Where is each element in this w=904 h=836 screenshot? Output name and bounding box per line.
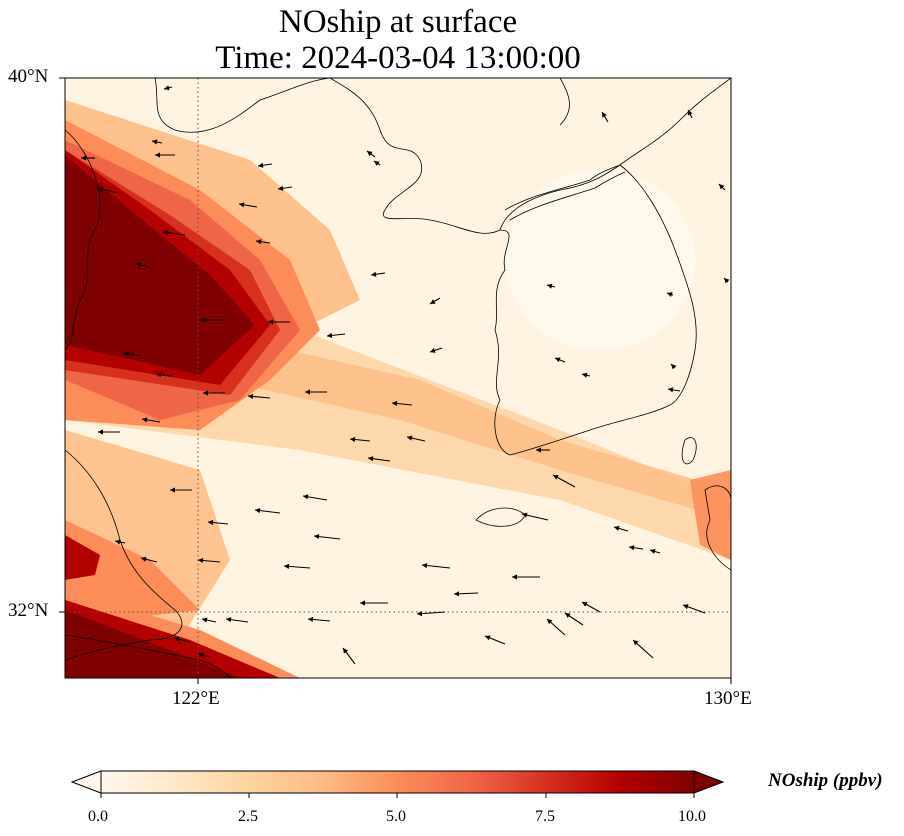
wind-arrow-head <box>314 533 320 540</box>
wind-arrow-head <box>367 151 373 157</box>
wind-arrow-head <box>602 112 607 118</box>
concentration-field <box>65 78 731 678</box>
wind-arrow-head <box>239 202 245 208</box>
map-frame <box>64 77 732 679</box>
wind-arrow-head <box>360 600 365 606</box>
wind-arrow-head <box>258 162 264 168</box>
wind-arrow-head <box>124 351 130 357</box>
wind-arrow-head <box>687 110 693 116</box>
coastlines <box>65 78 731 678</box>
wind-arrow-head <box>667 292 673 298</box>
wind-arrow-head <box>614 525 620 531</box>
wind-arrow-head <box>248 393 254 400</box>
wind-arrow-head <box>303 494 309 500</box>
wind-arrow-head <box>152 139 158 145</box>
colorbar-tick-0: 0.0 <box>88 808 108 825</box>
wind-arrow-head <box>81 155 86 161</box>
wind-arrow-head <box>142 417 148 423</box>
wind-arrow-head <box>350 436 356 443</box>
wind-arrow-head <box>407 435 413 441</box>
wind-arrow-head <box>327 332 333 339</box>
wind-arrow-head <box>668 387 674 393</box>
wind-arrow-head <box>200 317 205 323</box>
wind-arrow-head <box>255 508 261 514</box>
wind-arrow-head <box>374 161 380 166</box>
wind-arrow-head <box>565 613 571 618</box>
wind-arrow-head <box>226 617 232 623</box>
wind-arrow-head <box>650 548 656 554</box>
wind-vectors <box>81 85 730 665</box>
wind-arrow-head <box>278 185 284 191</box>
lon-label-122e: 122°E <box>172 688 220 709</box>
wind-arrow-head <box>156 372 162 378</box>
wind-arrow-head <box>392 400 398 407</box>
wind-arrow-head <box>305 389 310 395</box>
wind-arrow-head <box>417 611 423 617</box>
wind-arrow-head <box>155 152 160 158</box>
wind-arrow-head <box>724 278 730 284</box>
wind-arrow-head <box>343 648 349 654</box>
wind-arrow-head <box>164 85 170 91</box>
wind-arrow-head <box>202 617 208 623</box>
wind-arrow-head <box>536 447 541 453</box>
wind-arrow-head <box>203 390 208 396</box>
wind-arrow-head <box>268 319 273 325</box>
lat-label-40n: 40°N <box>8 66 49 87</box>
wind-arrow-head <box>208 519 214 526</box>
wind-arrow-head <box>368 456 374 462</box>
colorbar-tick-7-5: 7.5 <box>535 808 555 825</box>
wind-arrow-head <box>170 487 175 493</box>
colorbar-tick-2-5: 2.5 <box>238 808 258 825</box>
wind-arrow-head <box>98 186 104 192</box>
colorbar <box>70 770 725 798</box>
wind-arrow-head <box>422 562 428 569</box>
wind-arrow-head <box>115 539 121 545</box>
wind-arrow-head <box>512 574 517 580</box>
wind-arrow-head <box>547 619 553 625</box>
wind-arrow-head <box>198 652 204 658</box>
wind-arrow-head <box>136 262 142 268</box>
wind-arrow-head <box>547 283 553 289</box>
wind-arrow-head <box>582 602 588 607</box>
colorbar-tick-5: 5.0 <box>386 808 406 825</box>
wind-arrow-head <box>485 635 491 641</box>
gridlines <box>65 78 731 678</box>
wind-arrow-head <box>141 556 147 562</box>
colorbar-label: NOship (ppbv) <box>768 770 883 791</box>
wind-arrow-head <box>371 271 377 277</box>
wind-arrow-head <box>633 640 639 646</box>
wind-arrow-head <box>555 357 561 363</box>
colorbar-tick-10: 10.0 <box>678 808 706 825</box>
wind-arrow-head <box>284 563 290 569</box>
wind-arrow-head <box>454 591 460 597</box>
wind-arrow-head <box>582 372 588 378</box>
wind-arrow-head <box>629 545 635 551</box>
wind-arrow-head <box>683 604 689 610</box>
wind-arrow-head <box>719 184 725 190</box>
map-title-line1: NOship at surface <box>278 4 518 40</box>
wind-arrow-head <box>198 557 204 564</box>
wind-arrow-head <box>98 429 103 435</box>
wind-arrow-head <box>430 347 436 353</box>
wind-arrow-head <box>522 512 528 518</box>
wind-arrow-head <box>256 239 262 245</box>
map-title-line2: Time: 2024-03-04 13:00:00 <box>215 40 581 76</box>
lat-label-32n: 32°N <box>8 600 49 621</box>
wind-arrow-head <box>671 364 677 370</box>
wind-arrow-head <box>174 636 180 642</box>
wind-arrow-head <box>553 475 559 480</box>
wind-arrow-head <box>308 616 314 623</box>
wind-arrow-head <box>163 230 169 236</box>
lon-label-130e: 130°E <box>704 688 752 709</box>
wind-arrow-head <box>430 299 436 304</box>
